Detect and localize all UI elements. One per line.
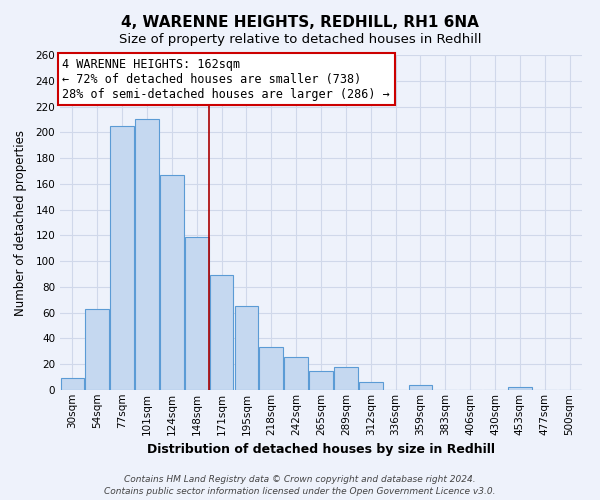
Bar xyxy=(210,276,233,390)
Bar xyxy=(259,348,283,390)
Bar xyxy=(284,356,308,390)
Text: Contains HM Land Registry data © Crown copyright and database right 2024.
Contai: Contains HM Land Registry data © Crown c… xyxy=(104,474,496,496)
Text: 4, WARENNE HEIGHTS, REDHILL, RH1 6NA: 4, WARENNE HEIGHTS, REDHILL, RH1 6NA xyxy=(121,15,479,30)
Bar xyxy=(359,382,383,390)
Bar xyxy=(110,126,134,390)
Bar xyxy=(409,385,432,390)
X-axis label: Distribution of detached houses by size in Redhill: Distribution of detached houses by size … xyxy=(147,443,495,456)
Y-axis label: Number of detached properties: Number of detached properties xyxy=(14,130,27,316)
Bar xyxy=(334,367,358,390)
Bar xyxy=(235,306,258,390)
Bar xyxy=(309,370,333,390)
Bar xyxy=(185,236,209,390)
Bar xyxy=(85,309,109,390)
Bar xyxy=(508,388,532,390)
Bar xyxy=(135,120,159,390)
Text: 4 WARENNE HEIGHTS: 162sqm
← 72% of detached houses are smaller (738)
28% of semi: 4 WARENNE HEIGHTS: 162sqm ← 72% of detac… xyxy=(62,58,390,100)
Text: Size of property relative to detached houses in Redhill: Size of property relative to detached ho… xyxy=(119,32,481,46)
Bar xyxy=(160,175,184,390)
Bar xyxy=(61,378,84,390)
